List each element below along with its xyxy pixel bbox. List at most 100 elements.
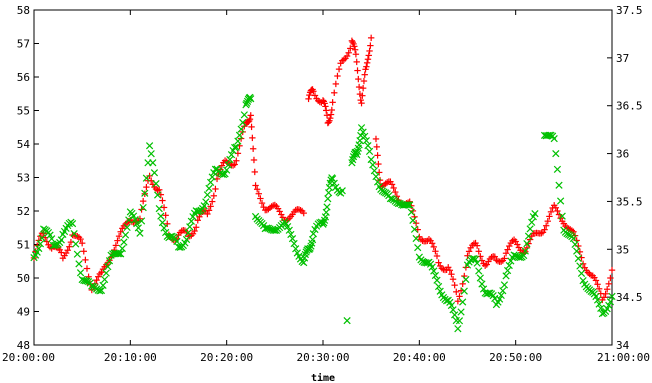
plus-marker [392, 188, 399, 196]
plus-marker [77, 235, 84, 243]
cross-marker [309, 230, 317, 238]
plus-marker [251, 168, 258, 176]
cross-marker [145, 142, 154, 150]
plus-marker [249, 134, 256, 142]
cross-marker [343, 317, 351, 325]
plus-marker [210, 192, 218, 199]
plus-marker [502, 250, 510, 257]
plus-marker [547, 208, 555, 216]
cross-marker [38, 234, 46, 242]
cross-marker [573, 247, 581, 255]
plus-marker [595, 285, 603, 293]
cross-marker [154, 191, 162, 199]
plus-marker [239, 128, 246, 136]
cross-marker [33, 248, 41, 256]
cross-marker [434, 282, 443, 291]
cross-marker [362, 137, 370, 145]
plus-marker [162, 212, 169, 219]
cross-marker [247, 95, 255, 103]
cross-marker [457, 308, 465, 316]
plus-marker [246, 115, 254, 123]
plus-marker [546, 213, 553, 220]
cross-marker [96, 287, 104, 295]
cross-marker [75, 260, 83, 268]
cross-marker [352, 148, 360, 156]
plus-marker [483, 261, 490, 268]
plus-marker [114, 237, 121, 244]
plus-marker [255, 190, 262, 197]
cross-marker [412, 234, 420, 243]
cross-marker [155, 204, 163, 213]
left-y-tick-label: 56 [17, 71, 30, 84]
x-tick-label: 20:00:00 [2, 351, 55, 364]
cross-marker [369, 161, 377, 169]
plus-marker [538, 230, 545, 237]
cross-marker [569, 234, 578, 243]
plus-marker [205, 207, 213, 214]
cross-marker [550, 135, 558, 143]
cross-marker [428, 263, 436, 271]
cross-marker [97, 286, 106, 295]
cross-marker [221, 170, 229, 178]
cross-marker [123, 223, 131, 232]
plot-frame [33, 9, 613, 346]
plus-marker [603, 286, 611, 293]
cross-marker [35, 244, 43, 253]
cross-marker [187, 217, 195, 225]
cross-marker [606, 298, 615, 306]
x-tick-label: 20:30:00 [297, 351, 350, 364]
cross-marker [320, 219, 328, 227]
plus-marker [357, 96, 364, 104]
plus-marker [66, 243, 73, 250]
plus-marker [331, 89, 338, 97]
plus-marker [160, 204, 168, 211]
plus-marker [306, 91, 313, 99]
cross-marker [203, 191, 212, 199]
plus-marker [608, 266, 616, 274]
plus-marker [233, 157, 240, 164]
cross-marker [288, 234, 297, 243]
plus-marker [345, 49, 352, 56]
plus-marker [454, 298, 462, 305]
left-y-tick-label: 50 [17, 272, 30, 285]
plus-marker [78, 239, 86, 247]
plus-marker [388, 181, 396, 188]
plus-marker [367, 42, 374, 49]
left-y-tick-label: 54 [17, 138, 31, 151]
cross-marker [131, 215, 139, 224]
plus-marker [310, 88, 317, 95]
cross-marker [576, 262, 584, 270]
cross-marker [287, 230, 295, 239]
plus-marker [327, 114, 334, 122]
right-y-tick-label: 36.5 [616, 100, 643, 113]
cross-marker [200, 202, 208, 210]
cross-marker [500, 281, 509, 289]
cross-marker [184, 229, 192, 237]
plus-marker [579, 260, 587, 268]
plus-marker [83, 265, 91, 272]
cross-marker [364, 141, 372, 150]
plus-marker [248, 123, 255, 131]
cross-marker [237, 125, 245, 133]
plus-marker [359, 92, 366, 99]
plus-marker [493, 257, 500, 264]
cross-marker [555, 181, 563, 189]
plus-marker [327, 111, 335, 118]
cross-marker [239, 118, 247, 127]
x-tick-label: 20:50:00 [489, 351, 542, 364]
plus-marker [355, 75, 362, 83]
plus-marker [276, 208, 283, 215]
plus-marker [372, 135, 380, 143]
plus-marker [164, 220, 171, 228]
cross-marker [595, 300, 603, 308]
cross-marker [556, 197, 565, 205]
cross-marker [118, 244, 126, 253]
cross-marker [223, 166, 231, 174]
cross-marker [373, 178, 382, 186]
right-y-tick-label: 34 [616, 339, 630, 352]
plus-marker [594, 281, 601, 288]
cross-marker [330, 179, 338, 187]
series-2 [30, 93, 616, 333]
left-y-tick-label: 51 [17, 239, 30, 252]
plus-marker [80, 248, 87, 255]
